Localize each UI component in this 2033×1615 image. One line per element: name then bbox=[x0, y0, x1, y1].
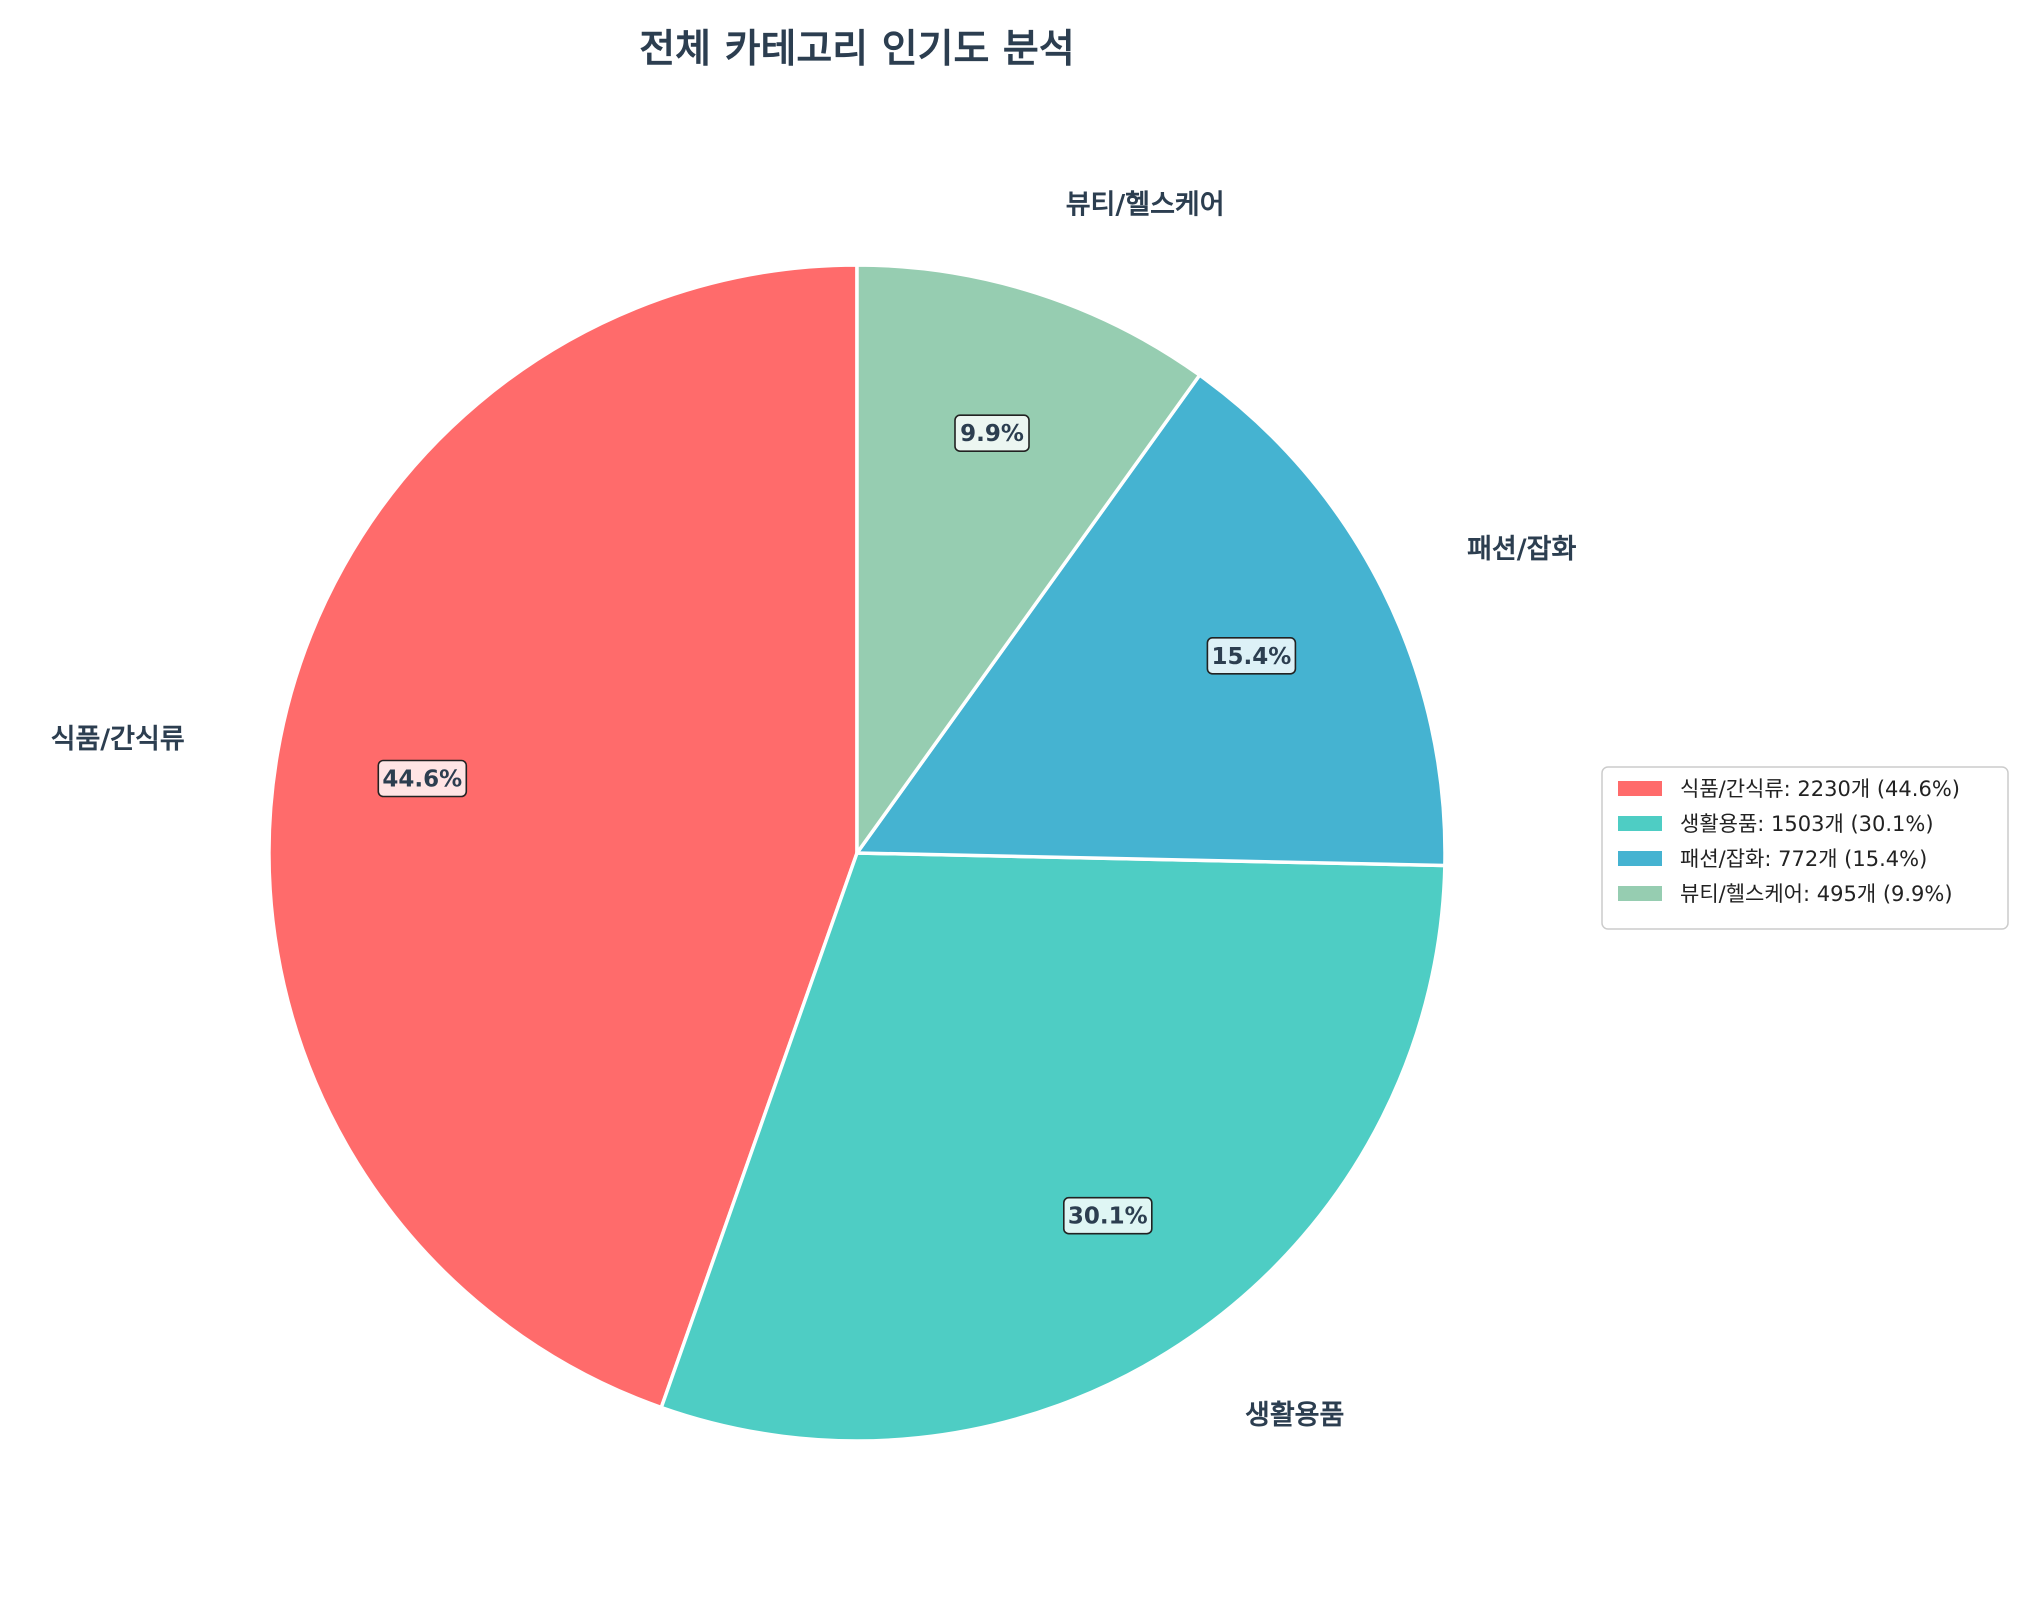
slice-1-category-label: 식품/간식류 bbox=[51, 724, 185, 755]
chart-title: 전체 카테고리 인기도 분석 bbox=[639, 27, 1074, 72]
slice-3-category-label: 패션/잡화 bbox=[1467, 534, 1576, 565]
slice-4-percent-label: 9.9% bbox=[954, 414, 1030, 453]
slice-percent-labels: 44.6% 30.1% 15.4% 9.9% bbox=[377, 414, 1297, 1235]
slice-2-wedge bbox=[659, 851, 1447, 1443]
legend-label-3: 패션/잡화: 772개 (15.4%) bbox=[1680, 847, 1927, 871]
svg-text:15.4%: 15.4% bbox=[1212, 644, 1292, 670]
legend-items: 식품/간식류: 2230개 (44.6%) 생활용품: 1503개 (30.1%)… bbox=[1618, 777, 1960, 906]
slice-1-percent-label: 44.6% bbox=[377, 759, 468, 798]
slice-4-wedge bbox=[855, 263, 1202, 855]
legend-label-4: 뷰티/헬스케어: 495개 (9.9%) bbox=[1680, 882, 1953, 906]
legend-item-2: 생활용품: 1503개 (30.1%) bbox=[1618, 812, 1934, 836]
svg-text:30.1%: 30.1% bbox=[1068, 1204, 1148, 1230]
legend-swatch-3 bbox=[1618, 851, 1662, 866]
slice-4-category-label: 뷰티/헬스케어 bbox=[1066, 190, 1225, 221]
legend-swatch-4 bbox=[1618, 886, 1662, 901]
slice-3-wedge bbox=[855, 373, 1447, 868]
legend: 식품/간식류: 2230개 (44.6%) 생활용품: 1503개 (30.1%)… bbox=[1601, 766, 2009, 930]
legend-label-1: 식품/간식류: 2230개 (44.6%) bbox=[1680, 777, 1960, 801]
legend-swatch-1 bbox=[1618, 781, 1662, 796]
legend-frame bbox=[1601, 766, 2009, 930]
legend-swatch-2 bbox=[1618, 816, 1662, 831]
slice-1-wedge bbox=[267, 263, 859, 1410]
slice-2-percent-label: 30.1% bbox=[1063, 1196, 1153, 1235]
slice-2-category-label: 생활용품 bbox=[1245, 1400, 1344, 1431]
slice-3-percent-label: 15.4% bbox=[1206, 636, 1297, 675]
legend-item-4: 뷰티/헬스케어: 495개 (9.9%) bbox=[1618, 882, 1953, 906]
legend-item-1: 식품/간식류: 2230개 (44.6%) bbox=[1618, 777, 1960, 801]
svg-text:44.6%: 44.6% bbox=[382, 767, 462, 793]
pie-slices bbox=[267, 263, 1447, 1443]
svg-text:9.9%: 9.9% bbox=[960, 421, 1024, 447]
legend-label-2: 생활용품: 1503개 (30.1%) bbox=[1680, 812, 1934, 836]
legend-item-3: 패션/잡화: 772개 (15.4%) bbox=[1618, 847, 1927, 871]
